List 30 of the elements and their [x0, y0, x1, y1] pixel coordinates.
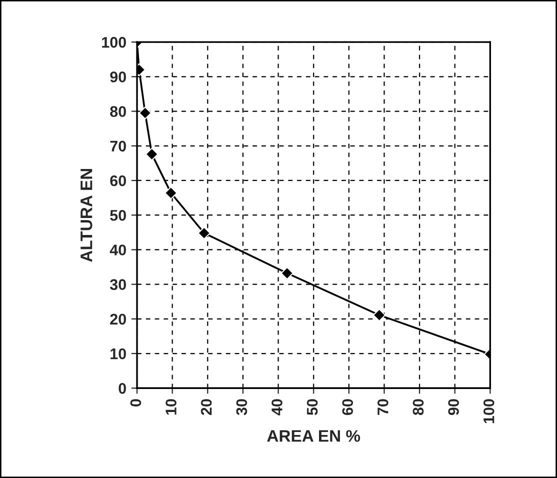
y-tick-label: 80: [110, 106, 126, 117]
point: [145, 148, 158, 161]
x-tick-label: 100: [483, 399, 494, 424]
x-axis-title: AREA EN %: [267, 430, 360, 442]
point: [164, 186, 178, 200]
point: [198, 226, 211, 240]
y-tick-label: 0: [118, 383, 126, 394]
point: [372, 308, 386, 322]
x-tick-label: 50: [306, 399, 318, 416]
y-tick-label: 60: [110, 175, 126, 186]
y-tick-label: 70: [110, 140, 126, 152]
y-axis-title: ALTURA EN: [80, 169, 92, 262]
x-tick-label: 20: [200, 399, 212, 416]
y-tick-label: 20: [110, 314, 126, 325]
y-tick-label: 90: [110, 72, 126, 82]
x-tick-label: 70: [378, 399, 388, 415]
x-tick-label: 40: [272, 399, 282, 416]
x-tick-label: 0: [130, 399, 142, 406]
x-tick-label: 30: [236, 399, 248, 416]
y-tick-label: 50: [110, 210, 126, 221]
point: [280, 266, 294, 280]
x-tick-label: 90: [448, 399, 459, 416]
y-tick-label: 100: [102, 36, 126, 48]
x-tick-label: 10: [166, 399, 176, 415]
y-tick-label: 10: [110, 348, 126, 360]
x-tick-label: 60: [342, 399, 354, 415]
y-tick-label: 40: [110, 244, 126, 256]
point: [138, 106, 152, 120]
y-tick-label: 30: [110, 279, 126, 290]
x-tick-label: 80: [412, 399, 424, 416]
